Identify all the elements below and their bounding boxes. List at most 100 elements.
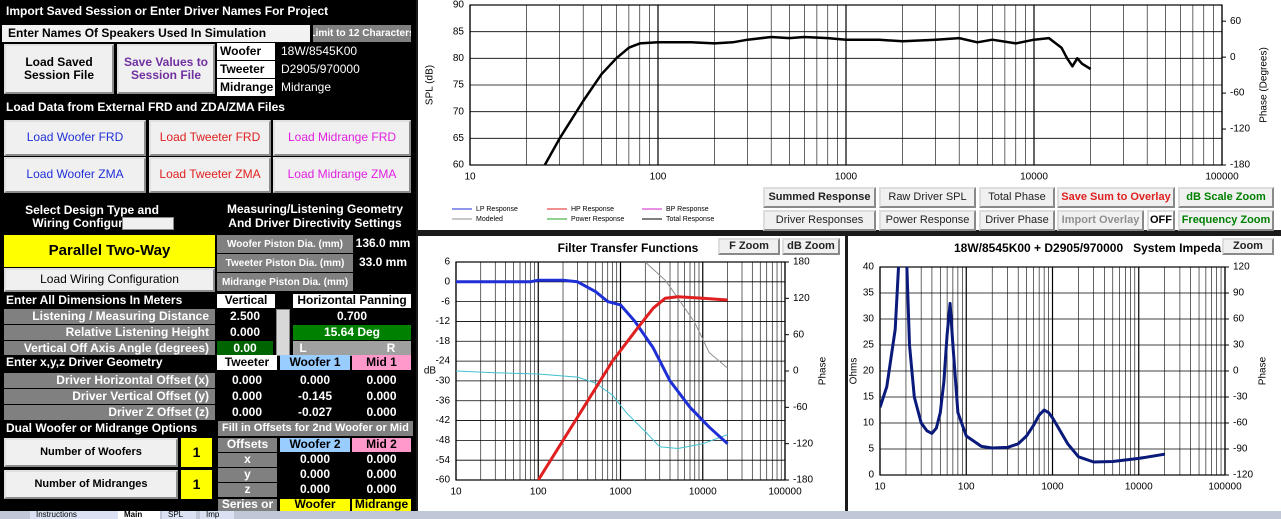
y-tick-label: 75: [453, 80, 465, 91]
value[interactable]: 0.00: [217, 341, 273, 356]
value[interactable]: -0.145: [280, 389, 350, 404]
y-tick-label: 6: [444, 257, 450, 268]
value[interactable]: 0.000: [352, 483, 411, 497]
label: Driver Horizontal Offset (x): [4, 373, 215, 388]
y2-tick-label: -30: [1233, 392, 1248, 403]
button[interactable]: Load Tweeter ZMA: [149, 157, 271, 193]
button[interactable]: Number of Woofers: [4, 438, 178, 467]
label: Listening / Measuring Distance: [4, 309, 215, 324]
y-tick-label: -30: [436, 376, 451, 387]
x-tick-label: 100000: [768, 487, 802, 498]
y2-axis-label: Phase: [1258, 356, 1269, 385]
series-line: [456, 370, 728, 449]
value[interactable]: 1: [181, 470, 212, 499]
value[interactable]: 0.000: [352, 389, 411, 404]
spinner[interactable]: [122, 217, 174, 230]
button[interactable]: Power Response: [879, 210, 976, 231]
value[interactable]: 0.000: [217, 389, 277, 404]
button[interactable]: Load Saved Session File: [4, 44, 114, 94]
sheet-tab[interactable]: Imp: [200, 511, 234, 519]
x-tick-label: 10: [874, 482, 886, 493]
y2-tick-label: -180: [793, 475, 813, 486]
button[interactable]: Frequency Zoom: [1178, 210, 1274, 231]
button[interactable]: Save Sum to Overlay: [1057, 187, 1175, 208]
input[interactable]: D2905/970000: [278, 61, 410, 78]
section-header: Fill in Offsets for 2nd Woofer or Mid: [218, 421, 413, 436]
button[interactable]: Load Midrange FRD: [273, 120, 411, 156]
button[interactable]: dB Zoom: [782, 238, 840, 255]
toggle[interactable]: OFF: [1147, 210, 1175, 231]
value[interactable]: 0.000: [280, 373, 350, 388]
button[interactable]: dB Scale Zoom: [1178, 187, 1274, 208]
value[interactable]: 136.0 mm: [354, 235, 412, 253]
column-header: Series or: [218, 499, 277, 511]
value[interactable]: 0.000: [352, 468, 411, 482]
value[interactable]: 0.000: [352, 405, 411, 420]
button[interactable]: Load Woofer ZMA: [4, 157, 146, 193]
value[interactable]: 0.000: [280, 483, 350, 497]
pan-slider[interactable]: [293, 341, 411, 356]
y-tick-label: 40: [863, 262, 875, 273]
button[interactable]: Load Midrange ZMA: [273, 157, 411, 193]
input[interactable]: Midrange: [278, 79, 410, 96]
button[interactable]: Load Wiring Configuration: [4, 268, 215, 292]
y2-tick-label: 90: [1233, 288, 1245, 299]
value[interactable]: 0.000: [217, 325, 273, 340]
button[interactable]: Driver Responses: [763, 210, 876, 231]
button[interactable]: Import Overlay: [1057, 210, 1144, 231]
y-tick-label: 15: [863, 392, 875, 403]
label: Tweeter: [217, 61, 275, 78]
column-header: Woofer 2: [280, 438, 350, 452]
x-tick-label: 10000: [1020, 172, 1048, 183]
button[interactable]: Load Tweeter FRD: [149, 120, 271, 156]
label: Vertical Off Axis Angle (degrees): [4, 341, 215, 356]
value[interactable]: 33.0 mm: [354, 254, 412, 272]
x-tick-label: 1000: [1041, 482, 1064, 493]
sheet-tab[interactable]: Instructions: [30, 511, 122, 519]
x-tick-label: 100: [650, 172, 667, 183]
label: Midrange: [217, 79, 275, 96]
value[interactable]: -0.027: [280, 405, 350, 420]
column-header: Mid 2: [352, 438, 411, 452]
value[interactable]: 0.700: [293, 309, 411, 324]
button[interactable]: F Zoom: [718, 238, 780, 255]
y2-tick-label: 120: [793, 293, 810, 304]
value[interactable]: 0.000: [217, 405, 277, 420]
y2-tick-label: -180: [1230, 160, 1250, 171]
sheet-tab[interactable]: SPL: [162, 511, 196, 519]
value[interactable]: 0.000: [280, 453, 350, 467]
value[interactable]: 1: [181, 438, 212, 467]
plot-frame: [469, 4, 1223, 166]
input[interactable]: 18W/8545K00: [278, 43, 410, 60]
label: Driver Vertical Offset (y): [4, 389, 215, 404]
button[interactable]: Summed Response: [763, 187, 876, 208]
series-line: [456, 278, 729, 445]
value[interactable]: 0.000: [280, 468, 350, 482]
sheet-tab[interactable]: Main: [118, 511, 160, 519]
value[interactable]: 0.000: [352, 453, 411, 467]
column-header: Woofer 1: [280, 355, 350, 370]
button[interactable]: Number of Midranges: [4, 470, 178, 499]
legend-label: Modeled: [476, 216, 503, 223]
button[interactable]: Save Values to Session File: [117, 44, 215, 94]
button[interactable]: Zoom: [1222, 238, 1274, 255]
value[interactable]: 2.500: [217, 309, 273, 324]
y-tick-label: 85: [453, 26, 465, 37]
y2-tick-label: 30: [1233, 340, 1245, 351]
button[interactable]: Total Phase: [979, 187, 1055, 208]
x-tick-label: 10000: [689, 487, 717, 498]
button[interactable]: Raw Driver SPL: [879, 187, 976, 208]
label: Midrange Piston Dia. (mm): [217, 273, 353, 291]
scrollbar[interactable]: [276, 309, 290, 356]
y-tick-label: 90: [453, 0, 465, 11]
label: Woofer Piston Dia. (mm): [217, 235, 353, 253]
design-type: Parallel Two-Way: [4, 235, 215, 267]
y-tick-label: 80: [453, 53, 465, 64]
value[interactable]: 0.000: [352, 373, 411, 388]
value[interactable]: 0.000: [217, 373, 277, 388]
y-tick-label: -24: [436, 356, 451, 367]
label: x: [218, 453, 277, 467]
button[interactable]: Load Woofer FRD: [4, 120, 146, 156]
y2-tick-label: -60: [1230, 88, 1245, 99]
button[interactable]: Driver Phase: [979, 210, 1055, 231]
